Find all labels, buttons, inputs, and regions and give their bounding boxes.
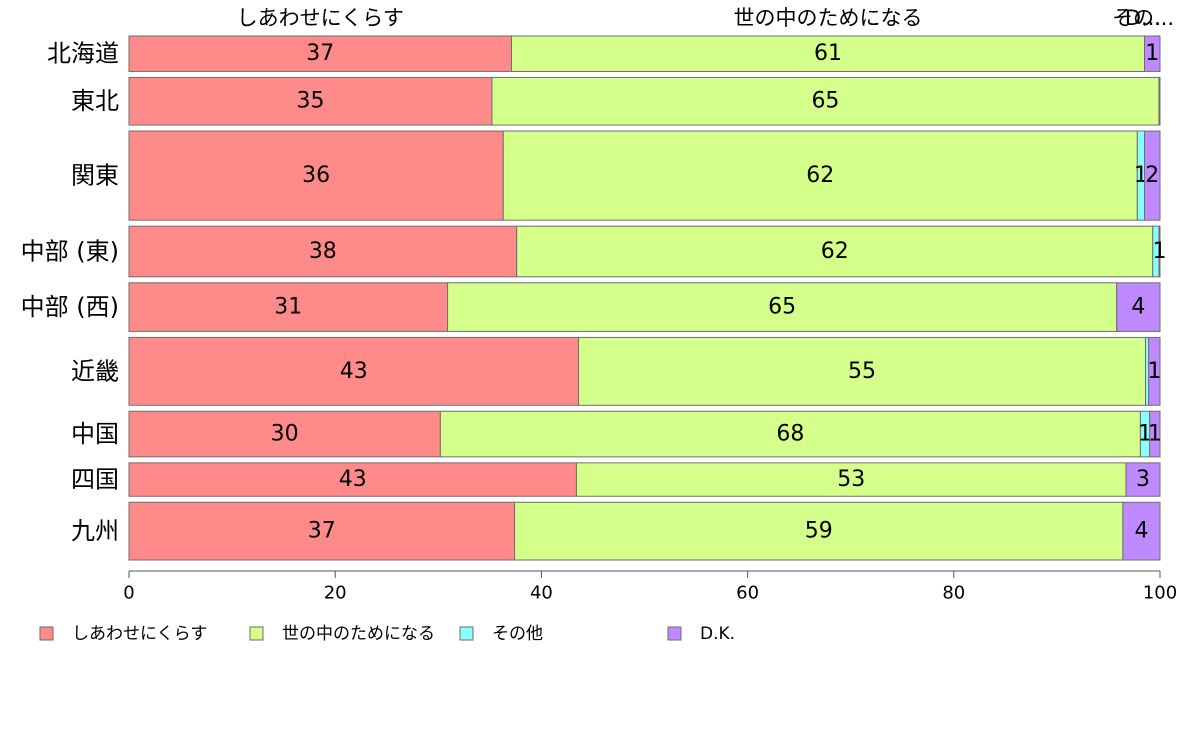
category-label: 近畿 [71, 357, 119, 385]
legend-swatch-3 [667, 626, 682, 641]
bar-value-label: 3 [1136, 467, 1150, 492]
category-label: 四国 [71, 466, 119, 494]
legend-label: しあわせにくらす [72, 624, 207, 644]
bar-segment-3-4 [1116, 282, 1161, 332]
bar-value-label: 61 [814, 41, 842, 66]
bar-segment-1-4 [447, 282, 1118, 332]
top-series-label: D... [1125, 6, 1161, 30]
bar-segment-3-1 [1158, 76, 1161, 126]
category-label: 東北 [71, 87, 119, 115]
bar-segment-1-2 [502, 130, 1138, 221]
legend-label: 世の中のためになる [282, 624, 435, 644]
bar-value-label: 1 [1152, 239, 1166, 264]
bar-value-label: 4 [1134, 519, 1148, 544]
bar-segment-3-8 [1122, 501, 1161, 561]
bar-value-label: 43 [340, 359, 368, 384]
legend-swatch-2 [459, 626, 474, 641]
bar-value-label: 55 [848, 359, 876, 384]
bar-segment-3-0 [1144, 35, 1161, 72]
legend-swatch-0 [39, 626, 54, 641]
bar-value-label: 4 [1131, 295, 1145, 320]
bar-value-label: 62 [821, 239, 849, 264]
top-series-label: しあわせにくらす [237, 6, 404, 30]
bar-segment-0-2 [128, 130, 504, 221]
x-tick-label: 0 [123, 583, 134, 604]
bar-value-label: 65 [811, 89, 839, 114]
bar-segment-0-1 [128, 76, 493, 126]
bar-segment-1-6 [439, 410, 1141, 458]
bar-value-label: 35 [296, 89, 324, 114]
bar-segment-0-4 [128, 282, 449, 332]
bar-value-label: 1 [1138, 422, 1152, 447]
category-label: 九州 [71, 517, 119, 545]
bar-segment-1-8 [514, 501, 1124, 561]
bar-value-label: 43 [339, 467, 367, 492]
legend-label: その他 [492, 624, 543, 644]
bar-segment-0-7 [128, 462, 577, 497]
bar-value-label: 65 [768, 295, 796, 320]
category-label: 北海道 [47, 40, 119, 68]
bar-value-label: 53 [837, 467, 865, 492]
category-label: 中国 [71, 420, 119, 448]
bar-segment-1-3 [516, 225, 1154, 278]
top-series-label: 世の中のためになる [734, 6, 923, 30]
x-tick-label: 20 [324, 583, 347, 604]
bar-segment-0-0 [128, 35, 513, 72]
legend-label: D.K. [700, 624, 735, 644]
top-series-label: その... [1112, 6, 1174, 30]
bar-value-label: 68 [776, 422, 804, 447]
bar-value-label: 1 [1147, 359, 1161, 384]
x-tick-label: 60 [736, 583, 759, 604]
bar-value-label: 37 [308, 519, 336, 544]
bar-value-label: 38 [309, 239, 337, 264]
x-tick-label: 100 [1143, 583, 1177, 604]
bar-segment-3-2 [1144, 130, 1161, 221]
bar-value-label: 62 [806, 163, 834, 188]
bar-segment-3-3 [1158, 225, 1161, 278]
category-label: 中部 (東) [21, 237, 119, 265]
bar-value-label: 36 [302, 163, 330, 188]
bar-value-label: 37 [306, 41, 334, 66]
bar-segment-3-6 [1149, 410, 1161, 458]
bar-value-label: 31 [274, 295, 302, 320]
legend-swatch-1 [249, 626, 264, 641]
category-label: 中部 (西) [21, 293, 119, 321]
bar-value-label: 59 [805, 519, 833, 544]
x-tick-label: 40 [530, 583, 553, 604]
bar-segment-1-1 [491, 76, 1160, 126]
bar-segment-3-7 [1125, 462, 1161, 497]
bar-segment-0-5 [128, 336, 580, 406]
category-label: 関東 [71, 162, 119, 190]
bar-value-label: 1 [1145, 41, 1159, 66]
bar-segment-1-0 [511, 35, 1146, 72]
bar-segment-0-6 [128, 410, 441, 458]
bar-segment-1-7 [575, 462, 1127, 497]
bar-value-label: 2 [1145, 163, 1159, 188]
bar-segment-0-8 [128, 501, 516, 561]
bar-segment-3-5 [1148, 336, 1161, 406]
x-tick-label: 80 [942, 583, 965, 604]
bar-value-label: 1 [1148, 422, 1162, 447]
bar-value-label: 30 [271, 422, 299, 447]
